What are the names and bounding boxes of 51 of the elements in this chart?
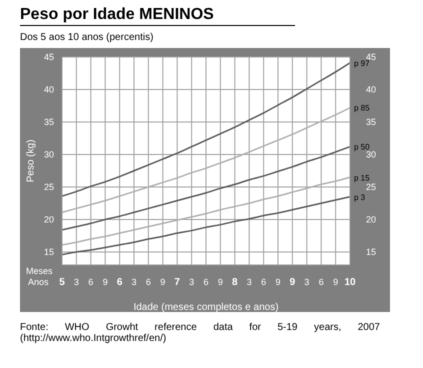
x-tick-label: 9 [102,277,108,287]
line-series [61,146,351,231]
y-tick-label: 40 [44,84,54,95]
x-tick-label: 6 [146,277,151,287]
x-tick-label: 3 [304,277,310,287]
x-tick-label: 10 [344,277,356,288]
series-label: p 15 [354,173,370,182]
line-series [61,176,351,246]
text: Anos [28,277,49,287]
x-tick-label: 3 [74,277,79,287]
x-tick-label: 9 [333,277,338,287]
x-tick-label: 9 [218,277,223,287]
y-tick-label: 25 [44,182,54,192]
y2-tick-label: 30 [366,150,376,160]
source-note: Fonte: WHO Growht reference data for 5-19 years, 2007 (http://www.who.Intgrowthref/en/) [20,322,380,344]
y-tick-label: 20 [44,214,54,225]
y2-tick-label: 15 [366,247,376,258]
x-tick-label: 6 [261,277,266,287]
series-label: p 3 [354,192,366,202]
x-tick-label: 3 [189,277,194,287]
line-series [61,106,351,214]
x-tick-label: 6 [203,277,209,287]
series-label: p 50 [354,142,370,152]
y-tick-label: 30 [44,150,54,160]
y-tick-label: 45 [44,52,54,62]
chart-title: Peso por Idade MENINOS [20,6,295,26]
x-axis-title: Idade (meses completos e anos) [133,302,279,313]
x-tick-label: 9 [290,277,296,288]
x-tick-label: 6 [88,277,94,287]
x-tick-label: 8 [232,277,238,288]
x-tick-label: 9 [275,277,281,287]
x-tick-label: 9 [160,277,166,287]
y2-tick-label: 40 [366,84,376,95]
y-tick-label: 15 [44,247,54,258]
y-tick-label: 35 [44,117,54,128]
x-tick-label: 7 [174,277,180,288]
y-axis-title: Peso (kg) [26,140,37,182]
y2-tick-label: 20 [366,214,376,225]
line-series [61,62,351,197]
x-tick-label: 6 [318,277,324,287]
x-tick-label: 5 [59,277,66,288]
x-tick-label: 3 [246,277,252,287]
text: Meses [26,266,53,276]
x-tick-label: 6 [116,277,123,288]
chart-subtitle: Dos 5 aos 10 anos (percentis) [20,32,154,43]
series-label: p 85 [354,104,370,113]
series-label: p 97 [354,58,370,68]
x-tick-label: 3 [131,277,137,287]
line-series [61,196,351,256]
y2-tick-label: 25 [366,182,376,192]
y2-tick-label: 35 [366,117,376,128]
